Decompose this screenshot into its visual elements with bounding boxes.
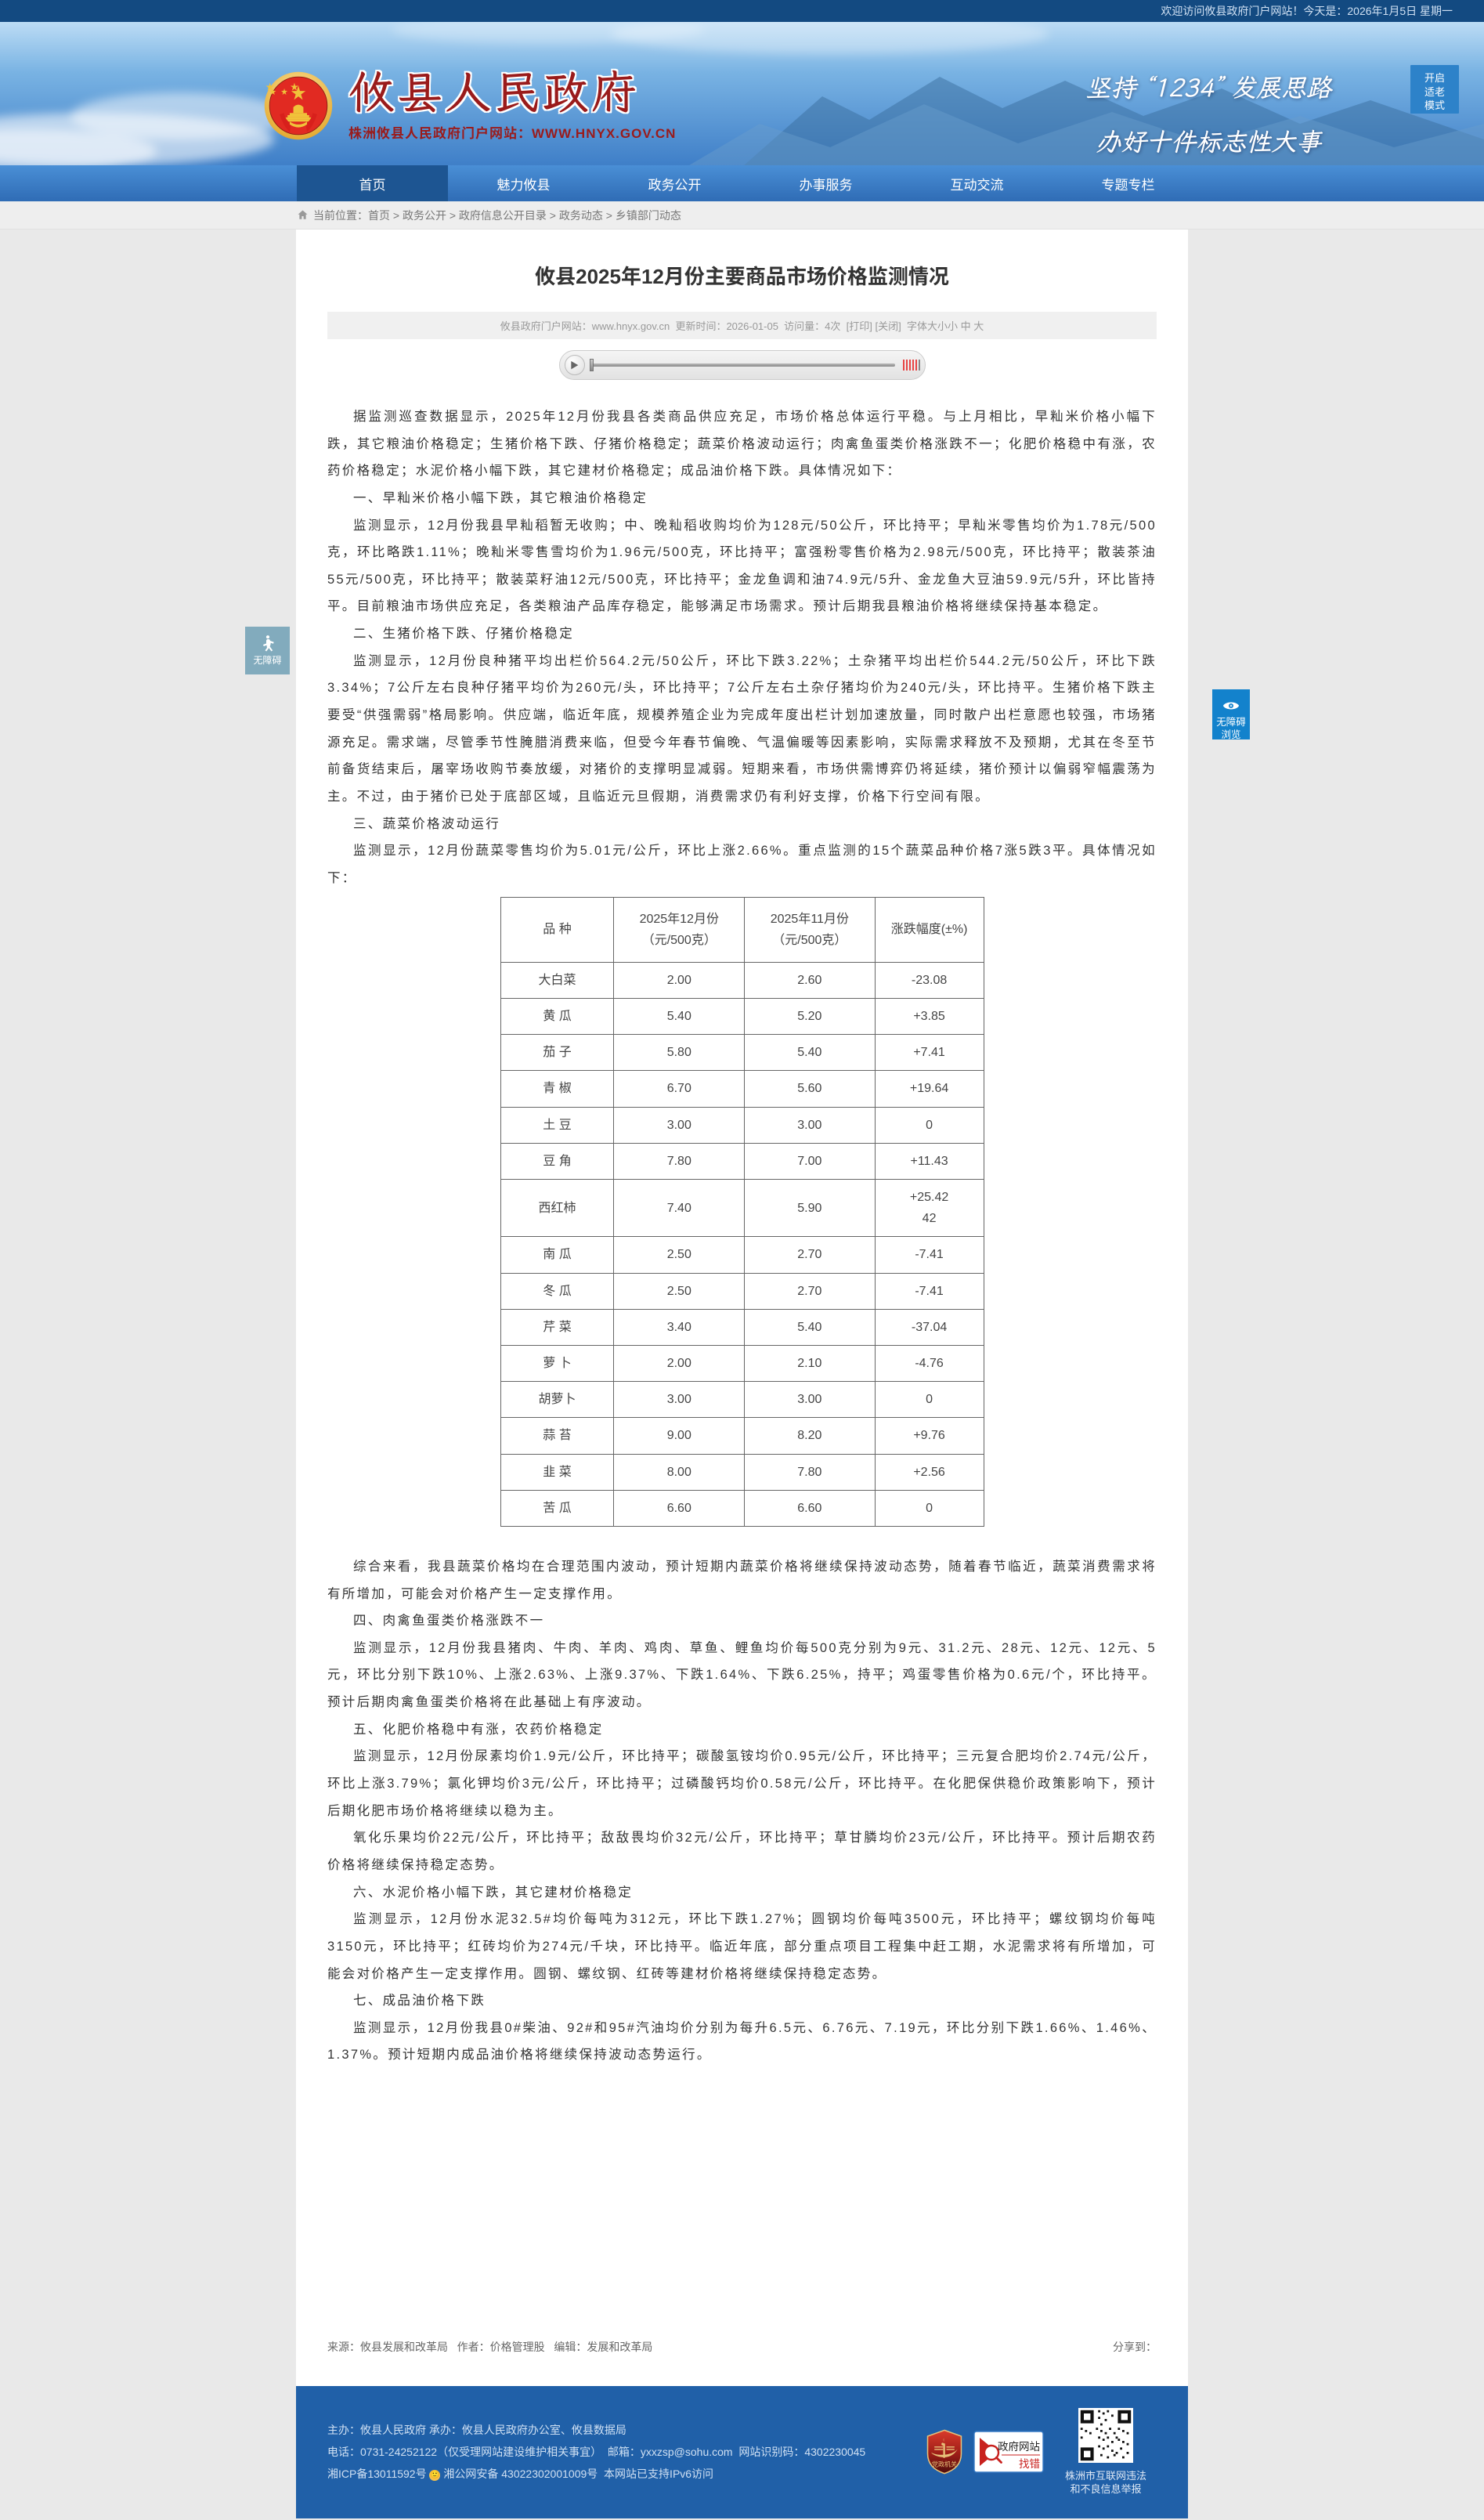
svg-text:党政机关: 党政机关 bbox=[932, 2460, 957, 2468]
svg-text:找错: 找错 bbox=[1019, 2458, 1040, 2470]
svg-text:政府网站: 政府网站 bbox=[998, 2441, 1040, 2453]
